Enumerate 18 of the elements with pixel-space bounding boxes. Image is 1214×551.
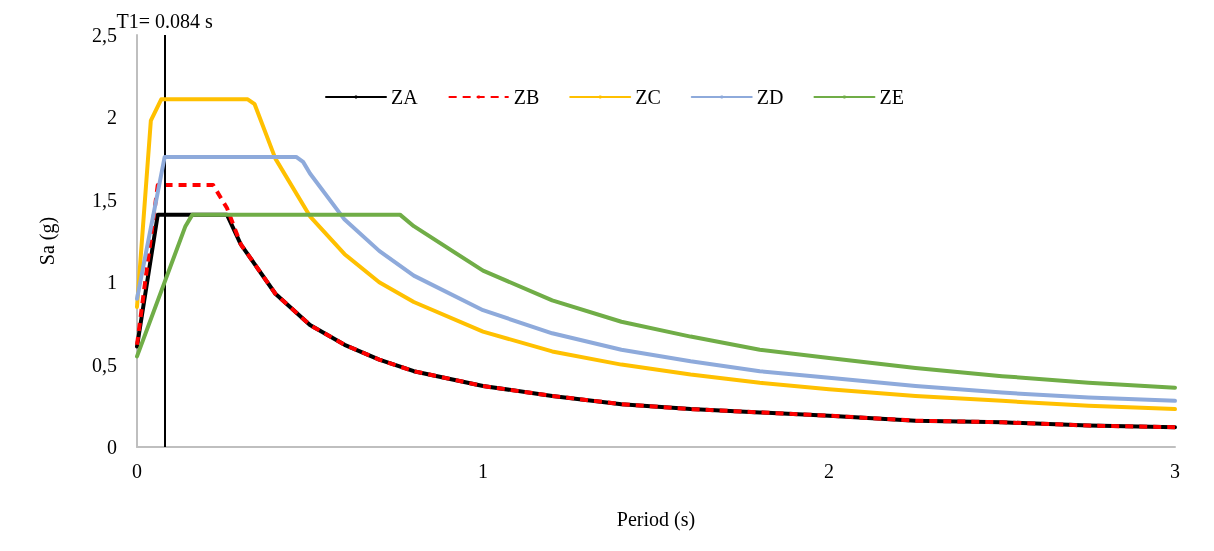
x-tick-label: 0: [132, 460, 142, 482]
legend-label: ZA: [391, 86, 419, 108]
y-tick-label: 0: [107, 436, 117, 458]
y-axis-title: Sa (g): [36, 216, 59, 266]
legend-label: ZE: [879, 86, 904, 108]
ref-line-label: T1= 0.084 s: [116, 10, 214, 32]
y-tick-label: 2: [107, 106, 117, 129]
y-tick-label: 1: [107, 271, 117, 294]
y-tick-label: 1,5: [92, 188, 117, 211]
legend-label: ZB: [513, 86, 540, 108]
y-tick-label: 2,5: [92, 24, 117, 46]
y-tick-label: 0,5: [92, 353, 117, 376]
x-tick-label: 3: [1170, 460, 1180, 482]
x-tick-label: 2: [824, 460, 834, 482]
x-tick-label: 1: [478, 460, 488, 482]
x-axis-title: Period (s): [616, 508, 696, 531]
legend-label: ZC: [635, 86, 661, 108]
legend-label: ZD: [756, 86, 784, 108]
